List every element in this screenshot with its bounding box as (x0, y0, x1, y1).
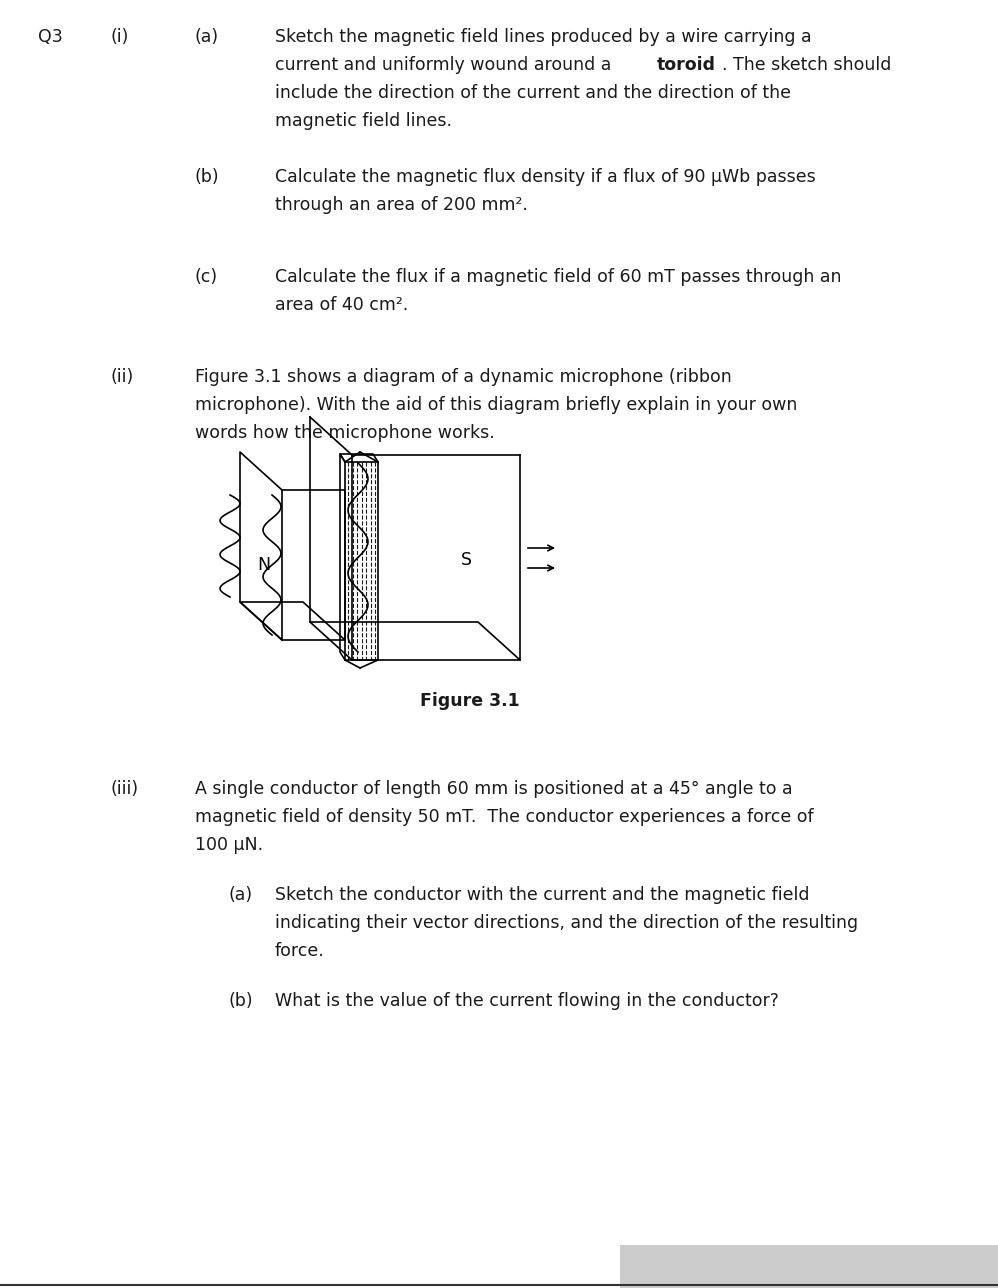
Text: (i): (i) (110, 28, 129, 46)
Text: through an area of 200 mm².: through an area of 200 mm². (275, 196, 528, 214)
Text: Calculate the flux if a magnetic field of 60 mT passes through an: Calculate the flux if a magnetic field o… (275, 268, 841, 286)
Text: Calculate the magnetic flux density if a flux of 90 μWb passes: Calculate the magnetic flux density if a… (275, 167, 815, 185)
Text: (iii): (iii) (110, 781, 138, 799)
Text: words how the microphone works.: words how the microphone works. (195, 424, 495, 442)
Text: current and uniformly wound around a: current and uniformly wound around a (275, 55, 617, 73)
Text: magnetic field lines.: magnetic field lines. (275, 112, 452, 130)
Text: What is the value of the current flowing in the conductor?: What is the value of the current flowing… (275, 992, 778, 1010)
Text: Figure 3.1: Figure 3.1 (420, 692, 520, 710)
Text: (c): (c) (195, 268, 219, 286)
Text: (a): (a) (195, 28, 220, 46)
Text: S: S (460, 551, 471, 569)
Text: (ii): (ii) (110, 368, 134, 386)
Text: 100 μN.: 100 μN. (195, 836, 263, 854)
Text: microphone). With the aid of this diagram briefly explain in your own: microphone). With the aid of this diagra… (195, 395, 797, 413)
Text: Sketch the magnetic field lines produced by a wire carrying a: Sketch the magnetic field lines produced… (275, 28, 811, 46)
Text: (b): (b) (195, 167, 220, 185)
Text: . The sketch should: . The sketch should (723, 55, 891, 73)
Text: Q3: Q3 (38, 28, 63, 46)
Text: include the direction of the current and the direction of the: include the direction of the current and… (275, 84, 791, 102)
Text: force.: force. (275, 942, 324, 960)
Text: Figure 3.1 shows a diagram of a dynamic microphone (ribbon: Figure 3.1 shows a diagram of a dynamic … (195, 368, 732, 386)
Text: (b): (b) (228, 992, 252, 1010)
Text: A single conductor of length 60 mm is positioned at a 45° angle to a: A single conductor of length 60 mm is po… (195, 781, 792, 799)
Text: toroid: toroid (658, 55, 717, 73)
Text: Sketch the conductor with the current and the magnetic field: Sketch the conductor with the current an… (275, 886, 809, 904)
Text: magnetic field of density 50 mT.  The conductor experiences a force of: magnetic field of density 50 mT. The con… (195, 808, 813, 826)
Text: N: N (257, 556, 270, 574)
Text: (a): (a) (228, 886, 252, 904)
Text: indicating their vector directions, and the direction of the resulting: indicating their vector directions, and … (275, 914, 858, 933)
Bar (620, 1245, 998, 1288)
Text: area of 40 cm².: area of 40 cm². (275, 296, 408, 314)
